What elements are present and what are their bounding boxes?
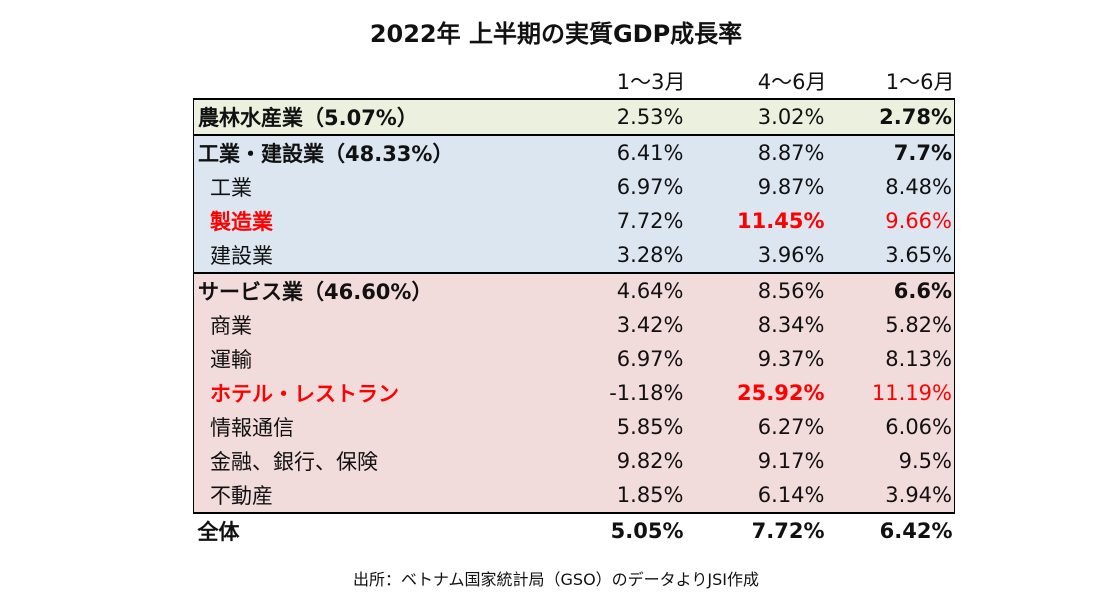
- value-cell: 2.78%: [826, 98, 955, 136]
- row-label: 農林水産業（5.07%）: [193, 98, 567, 136]
- value-cell: 8.13%: [826, 342, 955, 376]
- value-cell: 9.5%: [826, 444, 955, 478]
- value-cell: 1.85%: [566, 478, 686, 514]
- column-header-empty: [194, 64, 567, 99]
- value-cell: 3.94%: [826, 478, 955, 514]
- value-cell: 5.85%: [566, 410, 686, 444]
- value-cell: 6.27%: [685, 410, 827, 444]
- column-header-row: 1～3月 4～6月 1～6月: [194, 64, 955, 99]
- value-cell: 6.06%: [826, 410, 955, 444]
- value-cell: 5.82%: [826, 308, 955, 342]
- row-label: ホテル・レストラン: [193, 376, 567, 410]
- row-label: 製造業: [193, 204, 567, 238]
- value-cell: 5.05%: [566, 513, 686, 548]
- row-label: 運輸: [193, 342, 567, 376]
- value-cell: 9.82%: [566, 444, 686, 478]
- value-cell: -1.18%: [566, 376, 686, 410]
- value-cell: 6.97%: [566, 170, 686, 204]
- column-header-h1: 1～6月: [885, 70, 955, 94]
- table-row: 情報通信 5.85% 6.27% 6.06%: [193, 410, 955, 444]
- table-row: 運輸 6.97% 9.37% 8.13%: [193, 342, 955, 376]
- value-cell: 6.14%: [685, 478, 827, 514]
- value-cell: 2.53%: [566, 98, 686, 136]
- table-row: サービス業（46.60%） 4.64% 8.56% 6.6%: [193, 272, 955, 308]
- gdp-growth-table: 1～3月 4～6月 1～6月 農林水産業（5.07%） 2.53% 3.02% 2.7…: [193, 64, 955, 548]
- value-cell: 8.48%: [826, 170, 955, 204]
- value-cell: 3.28%: [566, 238, 686, 274]
- row-label: 工業・建設業（48.33%）: [193, 134, 567, 170]
- value-cell: 3.65%: [826, 238, 955, 274]
- value-cell: 6.41%: [566, 134, 686, 170]
- row-label: サービス業（46.60%）: [193, 272, 567, 308]
- value-cell: 6.6%: [826, 272, 955, 308]
- value-cell: 4.64%: [566, 272, 686, 308]
- table-row: 金融、銀行、保険 9.82% 9.17% 9.5%: [193, 444, 955, 478]
- value-cell: 9.87%: [685, 170, 827, 204]
- row-label: 情報通信: [193, 410, 567, 444]
- source-note: 出所：ベトナム国家統計局（GSO）のデータよりJSI作成: [353, 570, 759, 589]
- value-cell: 7.7%: [826, 134, 955, 170]
- value-cell: 9.66%: [826, 204, 955, 238]
- row-label: 全体: [193, 513, 567, 548]
- value-cell: 6.42%: [826, 513, 955, 548]
- value-cell: 3.02%: [685, 98, 827, 136]
- column-header-q2: 4～6月: [757, 70, 827, 94]
- value-cell: 3.96%: [685, 238, 827, 274]
- table-body: 農林水産業（5.07%） 2.53% 3.02% 2.78% 工業・建設業（48.33%…: [193, 98, 955, 548]
- table-row: ホテル・レストラン -1.18% 25.92% 11.19%: [193, 376, 955, 410]
- row-label: 工業: [193, 170, 567, 204]
- value-cell: 3.42%: [566, 308, 686, 342]
- table-row: 商業 3.42% 8.34% 5.82%: [193, 308, 955, 342]
- value-cell: 25.92%: [685, 376, 827, 410]
- table-row: 工業 6.97% 9.87% 8.48%: [193, 170, 955, 204]
- row-label: 建設業: [193, 238, 567, 274]
- row-label: 不動産: [193, 478, 567, 514]
- table-row: 建設業 3.28% 3.96% 3.65%: [193, 238, 955, 274]
- value-cell: 9.37%: [685, 342, 827, 376]
- table-row: 工業・建設業（48.33%） 6.41% 8.87% 7.7%: [193, 134, 955, 170]
- value-cell: 6.97%: [566, 342, 686, 376]
- value-cell: 11.19%: [826, 376, 955, 410]
- value-cell: 8.87%: [685, 134, 827, 170]
- value-cell: 11.45%: [685, 204, 827, 238]
- table-row: 製造業 7.72% 11.45% 9.66%: [193, 204, 955, 238]
- row-label: 金融、銀行、保険: [193, 444, 567, 478]
- value-cell: 7.72%: [685, 513, 827, 548]
- table-row: 農林水産業（5.07%） 2.53% 3.02% 2.78%: [193, 98, 955, 136]
- value-cell: 9.17%: [685, 444, 827, 478]
- table-row: 不動産 1.85% 6.14% 3.94%: [193, 478, 955, 514]
- value-cell: 7.72%: [566, 204, 686, 238]
- table-row: 全体 5.05% 7.72% 6.42%: [193, 513, 955, 548]
- row-label: 商業: [193, 308, 567, 342]
- value-cell: 8.56%: [685, 272, 827, 308]
- value-cell: 8.34%: [685, 308, 827, 342]
- chart-title: 2022年 上半期の実質GDP成長率: [369, 20, 743, 48]
- column-header-q1: 1～3月: [616, 70, 686, 94]
